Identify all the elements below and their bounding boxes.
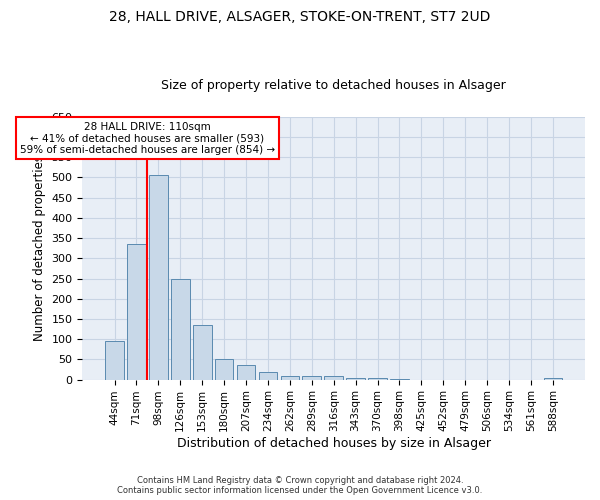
Y-axis label: Number of detached properties: Number of detached properties xyxy=(33,155,46,341)
Bar xyxy=(368,378,387,380)
X-axis label: Distribution of detached houses by size in Alsager: Distribution of detached houses by size … xyxy=(176,437,491,450)
Bar xyxy=(281,376,299,380)
Bar xyxy=(302,376,321,380)
Bar xyxy=(193,325,212,380)
Bar xyxy=(215,358,233,380)
Text: Contains HM Land Registry data © Crown copyright and database right 2024.
Contai: Contains HM Land Registry data © Crown c… xyxy=(118,476,482,495)
Text: 28 HALL DRIVE: 110sqm
← 41% of detached houses are smaller (593)
59% of semi-det: 28 HALL DRIVE: 110sqm ← 41% of detached … xyxy=(20,122,275,155)
Bar xyxy=(544,378,562,380)
Bar xyxy=(127,244,146,380)
Title: Size of property relative to detached houses in Alsager: Size of property relative to detached ho… xyxy=(161,79,506,92)
Bar xyxy=(325,376,343,380)
Text: 28, HALL DRIVE, ALSAGER, STOKE-ON-TRENT, ST7 2UD: 28, HALL DRIVE, ALSAGER, STOKE-ON-TRENT,… xyxy=(109,10,491,24)
Bar xyxy=(149,176,167,380)
Bar xyxy=(346,378,365,380)
Bar xyxy=(105,341,124,380)
Bar xyxy=(259,372,277,380)
Bar xyxy=(237,366,256,380)
Bar xyxy=(171,278,190,380)
